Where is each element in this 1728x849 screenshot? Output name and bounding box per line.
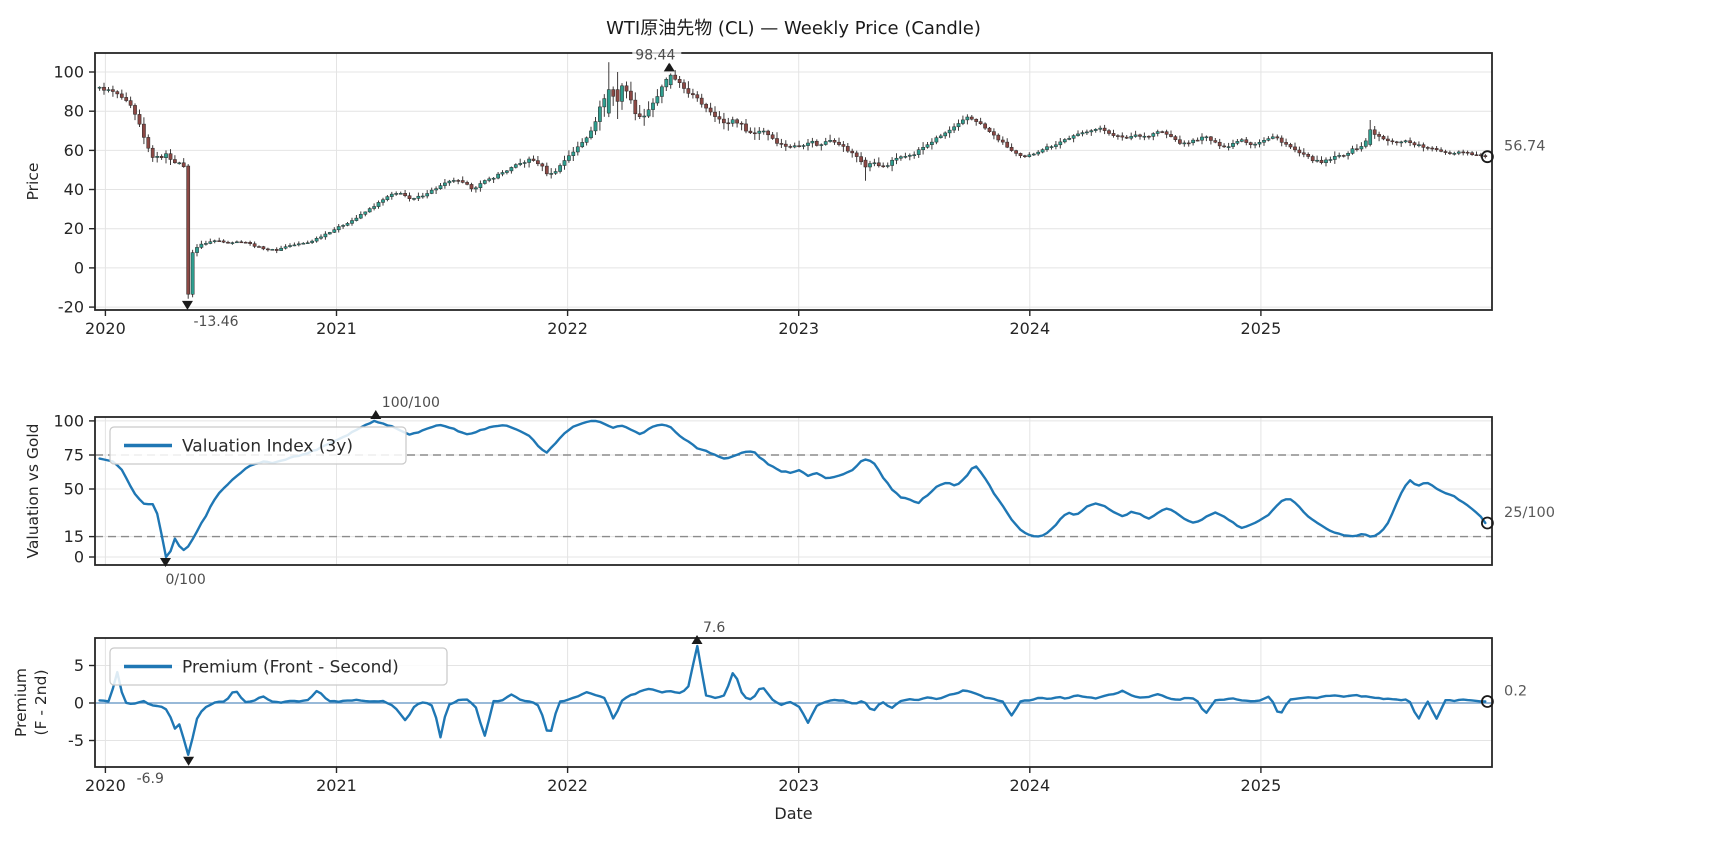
svg-text:2021: 2021 (316, 776, 357, 795)
svg-text:20: 20 (64, 219, 84, 238)
y-axis-label-line1: Premium (12, 668, 30, 737)
panel-valuation: 100 75 50 150 Valuation vs Gold Valuation Ind… (24, 392, 1555, 588)
legend: Valuation Index (3y) (109, 426, 407, 465)
annotations: 7.6 -6.9 0.2 (133, 618, 1527, 787)
candlestick-series (97, 62, 1488, 299)
svg-text:0: 0 (74, 547, 84, 566)
y-axis-ticks: 100 80 60 40 20 0 -20 (53, 63, 95, 317)
x-axis-label: Date (774, 804, 813, 823)
svg-text:60: 60 (64, 141, 84, 160)
svg-text:80: 80 (64, 102, 84, 121)
y-axis-label: Price (24, 163, 42, 201)
svg-text:75: 75 (64, 445, 84, 464)
svg-text:2025: 2025 (1241, 776, 1282, 795)
min-annotation: -6.9 (137, 771, 164, 787)
svg-text:100: 100 (53, 411, 84, 430)
svg-text:-20: -20 (58, 298, 84, 317)
max-annotation: 98.44 (635, 47, 675, 63)
legend-label: Premium (Front - Second) (182, 658, 399, 678)
svg-text:-5: -5 (68, 731, 84, 750)
max-annotation: 100/100 (382, 395, 440, 411)
y-axis-ticks: 100 75 50 150 (53, 411, 95, 566)
gridlines (95, 53, 1492, 310)
svg-text:100: 100 (53, 63, 84, 82)
svg-text:0: 0 (74, 258, 84, 277)
last-point-marker-icon (1481, 516, 1494, 530)
annotations: 100/100 0/100 25/100 (159, 392, 1555, 588)
max-marker-icon (663, 62, 675, 72)
svg-text:2022: 2022 (547, 776, 588, 795)
premium-line-series (98, 644, 1487, 756)
max-annotation: 7.6 (703, 620, 725, 636)
min-annotation: -13.46 (193, 314, 238, 330)
svg-text:15: 15 (64, 527, 84, 546)
last-value-annotation: 0.2 (1504, 684, 1527, 700)
svg-text:2025: 2025 (1241, 319, 1282, 338)
svg-text:2023: 2023 (778, 319, 819, 338)
svg-text:2024: 2024 (1009, 776, 1050, 795)
svg-text:2024: 2024 (1009, 319, 1050, 338)
svg-text:0: 0 (74, 694, 84, 713)
legend: Premium (Front - Second) (109, 647, 448, 686)
svg-text:2020: 2020 (85, 319, 126, 338)
x-axis-ticks: 2020 2021 2022 2023 2024 2025 (85, 767, 1281, 795)
min-marker-icon (159, 558, 171, 567)
min-marker-icon (183, 756, 195, 766)
svg-text:2023: 2023 (778, 776, 819, 795)
svg-text:5: 5 (74, 656, 84, 675)
last-point-marker-icon (1481, 695, 1494, 708)
x-axis-ticks: 2020 2021 2022 2023 2024 2025 (85, 310, 1281, 338)
annotations: 98.44 -13.46 56.74 (181, 45, 1546, 330)
plot-border (94, 52, 1493, 311)
y-axis-label-line2: (F - 2nd) (32, 670, 50, 736)
y-axis-label: Valuation vs Gold (24, 424, 42, 559)
last-point-marker-icon (1481, 150, 1494, 164)
min-marker-icon (181, 300, 193, 310)
svg-text:2022: 2022 (547, 319, 588, 338)
max-marker-icon (691, 635, 703, 645)
chart-title: WTI原油先物 (CL) — Weekly Price (Candle) (606, 18, 981, 39)
svg-text:40: 40 (64, 180, 84, 199)
svg-text:2020: 2020 (85, 776, 126, 795)
last-value-annotation: 25/100 (1504, 505, 1555, 521)
y-axis-ticks: 5 0 -5 (68, 656, 95, 750)
svg-text:2021: 2021 (316, 319, 357, 338)
last-value-annotation: 56.74 (1504, 139, 1546, 155)
legend-label: Valuation Index (3y) (182, 437, 353, 457)
svg-text:50: 50 (64, 479, 84, 498)
plot-border (94, 416, 1493, 566)
min-annotation: 0/100 (165, 572, 205, 588)
max-marker-icon (370, 409, 382, 419)
panel-premium: 5 0 -5 2020 2021 2022 2023 2024 2025 Premium (F - … (12, 618, 1527, 795)
